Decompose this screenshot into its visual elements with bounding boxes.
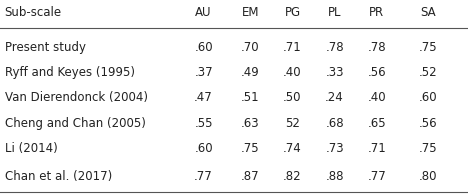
Text: .56: .56 bbox=[419, 117, 438, 130]
Text: .47: .47 bbox=[194, 91, 213, 105]
Text: .63: .63 bbox=[241, 117, 260, 130]
Text: .60: .60 bbox=[419, 91, 438, 105]
Text: .60: .60 bbox=[194, 142, 213, 155]
Text: Van Dierendonck (2004): Van Dierendonck (2004) bbox=[5, 91, 148, 105]
Text: Ryff and Keyes (1995): Ryff and Keyes (1995) bbox=[5, 66, 135, 79]
Text: .73: .73 bbox=[325, 142, 344, 155]
Text: .70: .70 bbox=[241, 41, 260, 54]
Text: Chan et al. (2017): Chan et al. (2017) bbox=[5, 170, 112, 183]
Text: .78: .78 bbox=[367, 41, 386, 54]
Text: PR: PR bbox=[369, 6, 384, 19]
Text: .88: .88 bbox=[325, 170, 344, 183]
Text: Li (2014): Li (2014) bbox=[5, 142, 58, 155]
Text: .52: .52 bbox=[419, 66, 438, 79]
Text: .71: .71 bbox=[283, 41, 302, 54]
Text: .77: .77 bbox=[194, 170, 213, 183]
Text: .75: .75 bbox=[419, 41, 438, 54]
Text: .80: .80 bbox=[419, 170, 438, 183]
Text: .68: .68 bbox=[325, 117, 344, 130]
Text: 52: 52 bbox=[285, 117, 300, 130]
Text: .60: .60 bbox=[194, 41, 213, 54]
Text: .37: .37 bbox=[194, 66, 213, 79]
Text: .24: .24 bbox=[325, 91, 344, 105]
Text: .56: .56 bbox=[367, 66, 386, 79]
Text: .78: .78 bbox=[325, 41, 344, 54]
Text: .75: .75 bbox=[419, 142, 438, 155]
Text: .55: .55 bbox=[194, 117, 213, 130]
Text: EM: EM bbox=[241, 6, 259, 19]
Text: .65: .65 bbox=[367, 117, 386, 130]
Text: .71: .71 bbox=[367, 142, 386, 155]
Text: PG: PG bbox=[285, 6, 300, 19]
Text: .82: .82 bbox=[283, 170, 302, 183]
Text: AU: AU bbox=[195, 6, 212, 19]
Text: .33: .33 bbox=[325, 66, 344, 79]
Text: PL: PL bbox=[328, 6, 341, 19]
Text: .49: .49 bbox=[241, 66, 260, 79]
Text: Sub-scale: Sub-scale bbox=[5, 6, 62, 19]
Text: Present study: Present study bbox=[5, 41, 86, 54]
Text: .87: .87 bbox=[241, 170, 260, 183]
Text: .51: .51 bbox=[241, 91, 260, 105]
Text: .75: .75 bbox=[241, 142, 260, 155]
Text: .77: .77 bbox=[367, 170, 386, 183]
Text: Cheng and Chan (2005): Cheng and Chan (2005) bbox=[5, 117, 146, 130]
Text: .40: .40 bbox=[283, 66, 302, 79]
Text: SA: SA bbox=[420, 6, 436, 19]
Text: .74: .74 bbox=[283, 142, 302, 155]
Text: .40: .40 bbox=[367, 91, 386, 105]
Text: .50: .50 bbox=[283, 91, 302, 105]
